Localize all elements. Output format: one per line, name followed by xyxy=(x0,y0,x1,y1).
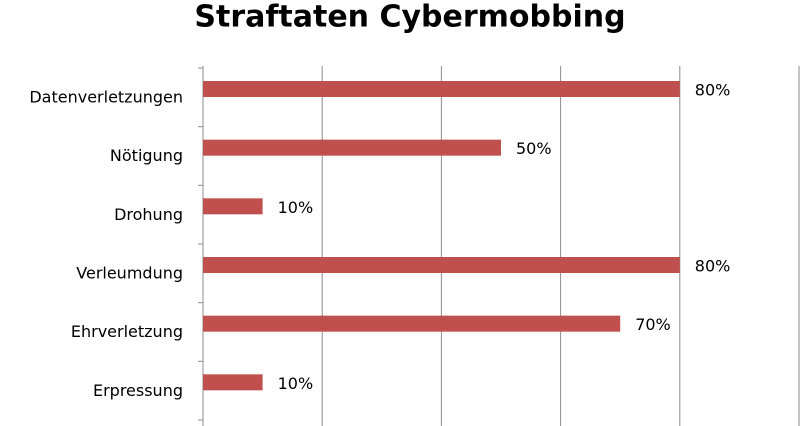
bar xyxy=(203,374,263,391)
data-label: 10% xyxy=(278,198,314,217)
data-label: 80% xyxy=(695,257,731,276)
y-tick-label: Drohung xyxy=(114,205,183,224)
bar xyxy=(203,198,263,215)
data-label: 70% xyxy=(635,315,671,334)
bar xyxy=(203,315,621,332)
y-tick-label: Datenverletzungen xyxy=(29,88,183,107)
data-label: 80% xyxy=(695,81,731,100)
bar xyxy=(203,81,680,97)
y-tick-label: Erpressung xyxy=(93,381,183,400)
y-tick-label: Ehrverletzung xyxy=(71,322,183,341)
y-tick-label: Nötigung xyxy=(110,146,183,165)
data-label: 10% xyxy=(278,374,314,393)
bar xyxy=(203,139,501,156)
chart-title: Straftaten Cybermobbing xyxy=(194,0,625,35)
bar xyxy=(203,257,680,273)
y-tick-label: Verleumdung xyxy=(76,264,183,283)
data-label: 50% xyxy=(516,139,552,158)
